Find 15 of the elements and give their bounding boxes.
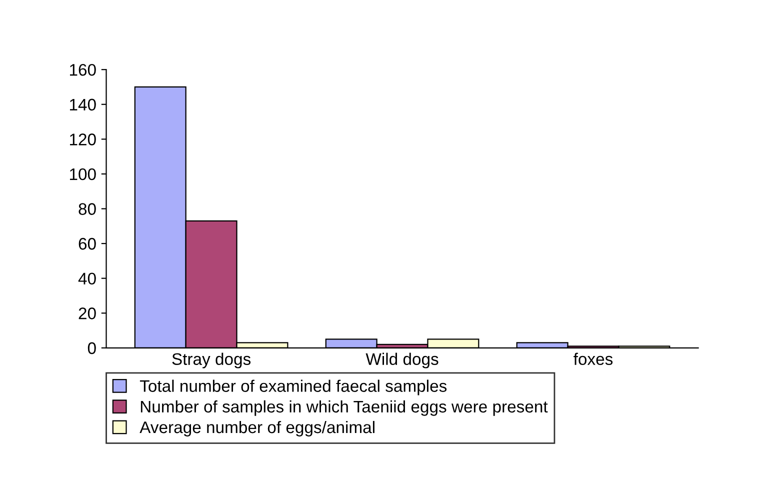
x-tick-label: Wild dogs [366, 352, 438, 368]
legend-label: Total number of examined faecal samples [140, 380, 447, 396]
y-tick-label: 140 [70, 98, 96, 111]
x-tick-label: Stray dogs [172, 352, 251, 368]
legend-label: Number of samples in which Taeniid eggs were present [140, 400, 548, 416]
y-tick-label: 160 [70, 64, 96, 76]
y-tick-label: 40 [78, 272, 96, 285]
y-tick-label: 120 [70, 134, 96, 146]
y-tick-label: 80 [78, 203, 96, 215]
y-tick-label: 20 [78, 308, 96, 320]
y-tick-label: 100 [70, 168, 96, 180]
x-tick-label: foxes [574, 352, 613, 366]
y-tick-label: 60 [78, 238, 96, 250]
legend-label: Average number of eggs/animal [140, 420, 374, 436]
y-tick-label: 0 [88, 342, 96, 354]
